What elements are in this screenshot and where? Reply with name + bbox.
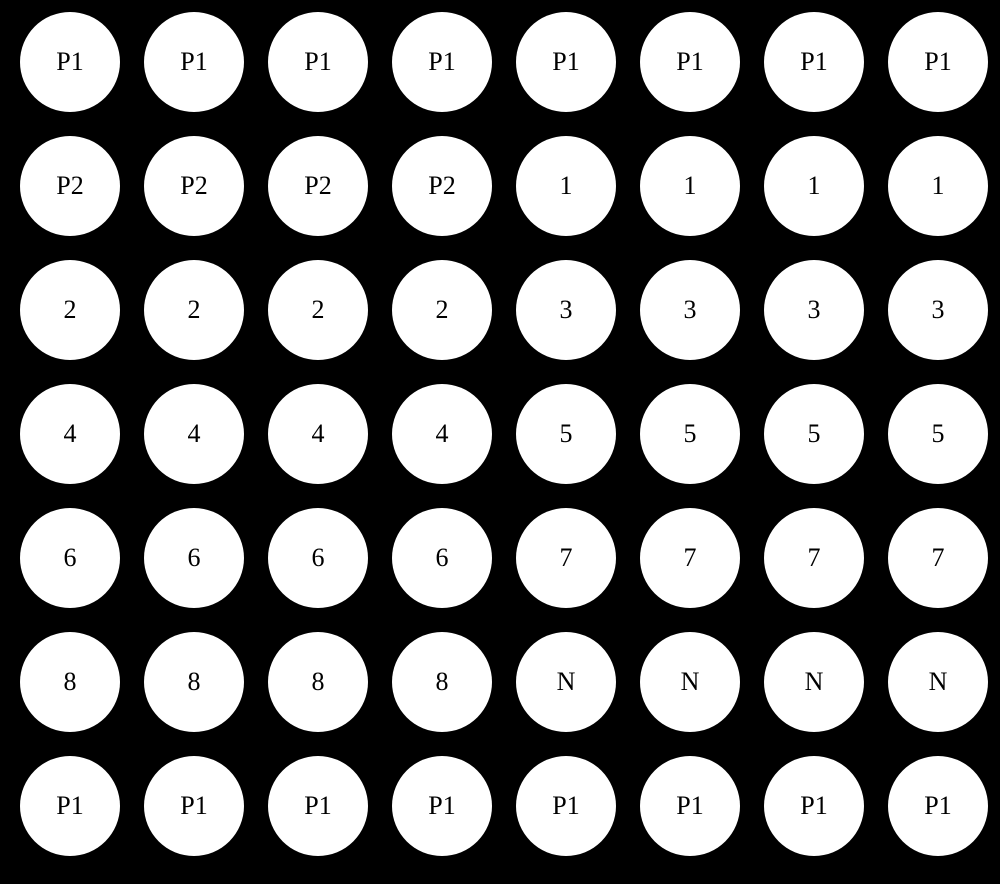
pin-circle: 2: [20, 260, 120, 360]
pin-circle: 3: [516, 260, 616, 360]
pin-circle: P1: [268, 12, 368, 112]
pin-circle: P2: [392, 136, 492, 236]
pin-circle: 1: [764, 136, 864, 236]
pin-circle: P1: [392, 12, 492, 112]
pin-circle: 8: [268, 632, 368, 732]
pin-circle: 6: [392, 508, 492, 608]
pin-circle: P1: [268, 756, 368, 856]
pin-circle: P1: [888, 756, 988, 856]
pin-circle: N: [888, 632, 988, 732]
pin-circle: P1: [144, 12, 244, 112]
pin-circle: P1: [20, 12, 120, 112]
pin-circle: 2: [268, 260, 368, 360]
pin-circle: 5: [516, 384, 616, 484]
pin-circle: 1: [516, 136, 616, 236]
pin-circle: 5: [888, 384, 988, 484]
pin-circle: P1: [144, 756, 244, 856]
pin-circle: N: [764, 632, 864, 732]
pin-circle: P2: [268, 136, 368, 236]
pin-circle: P1: [640, 12, 740, 112]
pin-circle: P1: [764, 756, 864, 856]
pin-circle: 8: [20, 632, 120, 732]
pin-circle: 6: [144, 508, 244, 608]
pin-circle: 4: [144, 384, 244, 484]
pin-circle: 6: [268, 508, 368, 608]
pin-circle: 7: [640, 508, 740, 608]
pin-circle: 3: [764, 260, 864, 360]
pin-circle: 3: [640, 260, 740, 360]
pin-circle: P1: [20, 756, 120, 856]
pin-circle: 1: [888, 136, 988, 236]
pin-circle: 1: [640, 136, 740, 236]
pin-circle: P1: [888, 12, 988, 112]
pin-circle: 6: [20, 508, 120, 608]
pin-circle: 8: [144, 632, 244, 732]
pin-circle: 4: [268, 384, 368, 484]
pin-circle: P1: [516, 756, 616, 856]
pin-circle: N: [516, 632, 616, 732]
pin-circle: 2: [144, 260, 244, 360]
pin-circle: 7: [764, 508, 864, 608]
pin-circle: P2: [144, 136, 244, 236]
pin-circle: 8: [392, 632, 492, 732]
pin-circle: 3: [888, 260, 988, 360]
pin-circle: P1: [392, 756, 492, 856]
pin-circle: 7: [888, 508, 988, 608]
pin-circle: P1: [764, 12, 864, 112]
pin-grid: P1P1P1P1P1P1P1P1P2P2P2P21111222233334444…: [0, 0, 1000, 884]
pin-circle: 4: [20, 384, 120, 484]
pin-circle: 7: [516, 508, 616, 608]
pin-circle: 2: [392, 260, 492, 360]
pin-circle: P2: [20, 136, 120, 236]
pin-circle: 5: [640, 384, 740, 484]
pin-circle: 4: [392, 384, 492, 484]
pin-circle: 5: [764, 384, 864, 484]
pin-circle: P1: [516, 12, 616, 112]
pin-circle: P1: [640, 756, 740, 856]
pin-circle: N: [640, 632, 740, 732]
